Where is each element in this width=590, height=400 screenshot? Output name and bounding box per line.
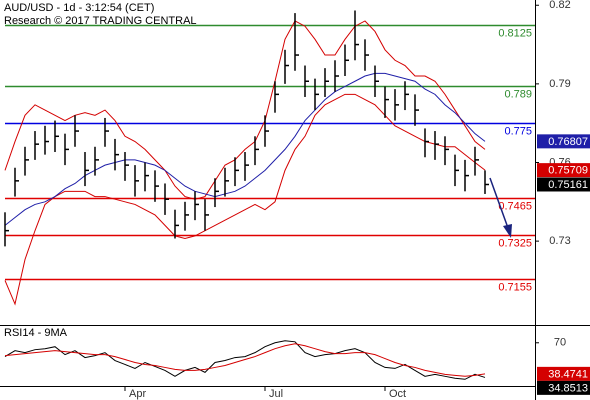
forecast-arrow-head bbox=[503, 224, 512, 238]
overlay-line bbox=[4, 20, 486, 200]
value-tag-label: 0.75709 bbox=[548, 165, 588, 177]
level-label: 0.789 bbox=[504, 88, 532, 100]
value-tag-label: 0.75161 bbox=[548, 179, 588, 191]
level-label: 0.775 bbox=[504, 125, 532, 137]
level-label: 0.7155 bbox=[498, 281, 532, 293]
y-tick-label: 0.82 bbox=[549, 0, 570, 11]
last-value-tags: 0.76807 0.75709 0.75161 38.4741 34.8513 bbox=[537, 134, 590, 395]
value-tag-box bbox=[537, 163, 590, 178]
value-tag-box bbox=[537, 177, 590, 192]
x-tick-label: Jul bbox=[269, 388, 283, 400]
rsi-title: RSI14 - 9MA bbox=[4, 327, 68, 339]
rsi-line bbox=[4, 340, 486, 380]
level-label: 0.7325 bbox=[498, 237, 532, 249]
overlay-line bbox=[4, 93, 486, 306]
forecast-arrow bbox=[489, 177, 509, 229]
value-tag-label: 38.4741 bbox=[548, 368, 588, 380]
value-tag-box bbox=[537, 366, 590, 381]
chart-subtitle: Research © 2017 TRADING CENTRAL bbox=[4, 15, 197, 27]
level-label: 0.7465 bbox=[498, 200, 532, 212]
x-tick-label: Oct bbox=[389, 388, 406, 400]
value-tag-box bbox=[537, 134, 590, 149]
level-label: 0.8125 bbox=[498, 27, 532, 39]
y-tick-label: 0.73 bbox=[549, 235, 570, 247]
value-tag-label: 0.76807 bbox=[548, 136, 588, 148]
value-tag-box bbox=[537, 380, 590, 395]
y-tick-label: 70 bbox=[554, 337, 566, 349]
chart-title: AUD/USD - 1d - 3:12:54 (CET) bbox=[4, 2, 154, 14]
x-tick-label: Apr bbox=[129, 388, 146, 400]
y-tick-label: 0.79 bbox=[549, 78, 570, 90]
rsi-line bbox=[4, 343, 486, 377]
rsi-panel: 70 Apr Jul Oct bbox=[4, 337, 566, 400]
value-tag-label: 34.8513 bbox=[548, 382, 588, 394]
